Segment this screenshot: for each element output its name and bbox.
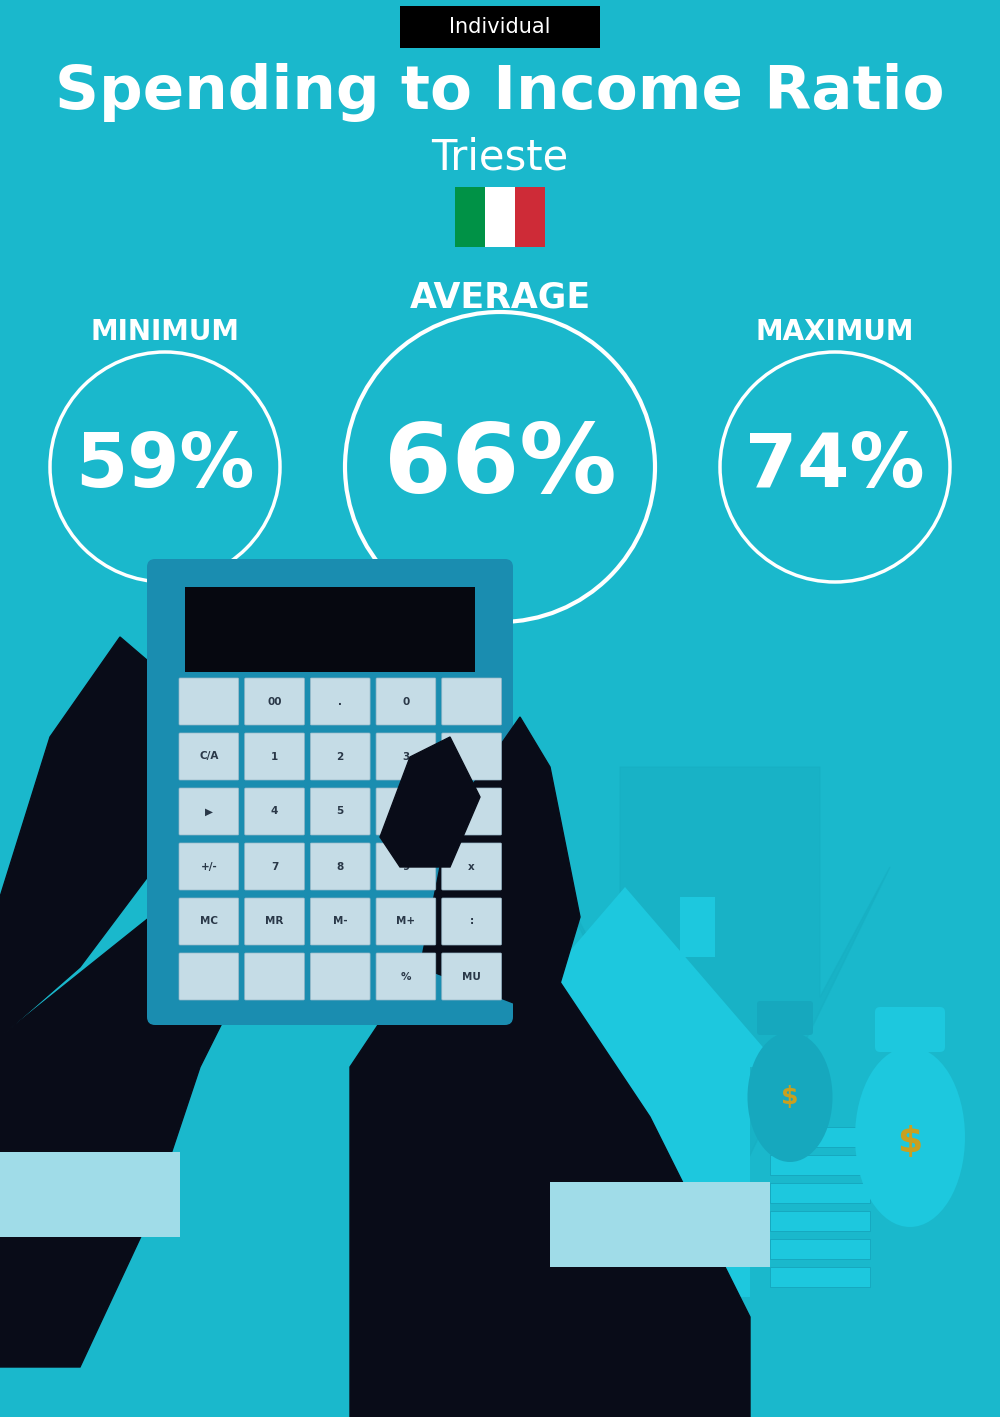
Ellipse shape bbox=[855, 1047, 965, 1227]
FancyBboxPatch shape bbox=[310, 733, 370, 779]
FancyBboxPatch shape bbox=[442, 788, 501, 835]
FancyBboxPatch shape bbox=[376, 898, 436, 945]
FancyBboxPatch shape bbox=[770, 1155, 870, 1175]
FancyBboxPatch shape bbox=[442, 733, 501, 779]
FancyBboxPatch shape bbox=[245, 677, 304, 726]
Text: 9: 9 bbox=[402, 862, 409, 871]
Text: 00: 00 bbox=[267, 697, 282, 707]
FancyBboxPatch shape bbox=[875, 1007, 945, 1051]
FancyBboxPatch shape bbox=[455, 187, 485, 247]
FancyBboxPatch shape bbox=[179, 954, 239, 1000]
FancyBboxPatch shape bbox=[185, 587, 475, 672]
Text: MR: MR bbox=[265, 917, 284, 927]
Text: 8: 8 bbox=[337, 862, 344, 871]
FancyBboxPatch shape bbox=[550, 1182, 770, 1267]
FancyBboxPatch shape bbox=[442, 898, 501, 945]
FancyBboxPatch shape bbox=[770, 1212, 870, 1231]
Text: 74%: 74% bbox=[745, 431, 925, 503]
FancyBboxPatch shape bbox=[245, 954, 304, 1000]
FancyBboxPatch shape bbox=[442, 677, 501, 726]
Text: M-: M- bbox=[333, 917, 348, 927]
FancyBboxPatch shape bbox=[575, 1197, 635, 1297]
FancyBboxPatch shape bbox=[147, 558, 513, 1024]
Text: C/A: C/A bbox=[199, 751, 219, 761]
FancyBboxPatch shape bbox=[376, 843, 436, 890]
Polygon shape bbox=[280, 737, 500, 1037]
FancyBboxPatch shape bbox=[179, 843, 239, 890]
Text: MINIMUM: MINIMUM bbox=[90, 317, 240, 346]
FancyBboxPatch shape bbox=[179, 733, 239, 779]
FancyBboxPatch shape bbox=[0, 1152, 180, 1237]
Text: 4: 4 bbox=[271, 806, 278, 816]
Text: 5: 5 bbox=[337, 806, 344, 816]
Polygon shape bbox=[500, 1067, 750, 1297]
Ellipse shape bbox=[748, 1032, 832, 1162]
Text: x: x bbox=[468, 862, 475, 871]
FancyBboxPatch shape bbox=[376, 733, 436, 779]
FancyBboxPatch shape bbox=[179, 898, 239, 945]
Text: $: $ bbox=[897, 1125, 923, 1159]
FancyBboxPatch shape bbox=[442, 954, 501, 1000]
Text: 7: 7 bbox=[271, 862, 278, 871]
FancyBboxPatch shape bbox=[376, 788, 436, 835]
Text: 3: 3 bbox=[402, 751, 410, 761]
FancyBboxPatch shape bbox=[680, 897, 715, 956]
Text: M+: M+ bbox=[396, 917, 415, 927]
FancyBboxPatch shape bbox=[757, 1000, 813, 1034]
Text: %: % bbox=[401, 972, 411, 982]
Polygon shape bbox=[470, 887, 780, 1067]
Text: :: : bbox=[470, 917, 474, 927]
Text: $: $ bbox=[781, 1085, 799, 1110]
FancyBboxPatch shape bbox=[245, 788, 304, 835]
FancyBboxPatch shape bbox=[376, 677, 436, 726]
FancyBboxPatch shape bbox=[245, 733, 304, 779]
Text: 66%: 66% bbox=[384, 421, 616, 513]
Text: AVERAGE: AVERAGE bbox=[409, 281, 591, 315]
FancyBboxPatch shape bbox=[485, 187, 515, 247]
Text: ▶: ▶ bbox=[205, 806, 213, 816]
Text: Individual: Individual bbox=[449, 17, 551, 37]
Polygon shape bbox=[350, 917, 750, 1417]
FancyBboxPatch shape bbox=[770, 1183, 870, 1203]
FancyBboxPatch shape bbox=[245, 843, 304, 890]
Polygon shape bbox=[550, 767, 890, 1217]
FancyBboxPatch shape bbox=[310, 677, 370, 726]
Text: 1: 1 bbox=[271, 751, 278, 761]
Text: 6: 6 bbox=[402, 806, 410, 816]
Text: +/-: +/- bbox=[200, 862, 217, 871]
Polygon shape bbox=[380, 737, 480, 867]
Text: 0: 0 bbox=[402, 697, 410, 707]
FancyBboxPatch shape bbox=[310, 843, 370, 890]
Text: MAXIMUM: MAXIMUM bbox=[756, 317, 914, 346]
FancyBboxPatch shape bbox=[770, 1127, 870, 1146]
Polygon shape bbox=[420, 717, 580, 1017]
FancyBboxPatch shape bbox=[179, 788, 239, 835]
Text: Spending to Income Ratio: Spending to Income Ratio bbox=[55, 62, 945, 122]
Text: MC: MC bbox=[200, 917, 218, 927]
FancyBboxPatch shape bbox=[310, 954, 370, 1000]
FancyBboxPatch shape bbox=[442, 843, 501, 890]
FancyBboxPatch shape bbox=[245, 898, 304, 945]
FancyBboxPatch shape bbox=[515, 187, 545, 247]
FancyBboxPatch shape bbox=[310, 898, 370, 945]
Text: MU: MU bbox=[462, 972, 481, 982]
FancyBboxPatch shape bbox=[770, 1238, 870, 1258]
FancyBboxPatch shape bbox=[770, 1267, 870, 1287]
Polygon shape bbox=[0, 638, 155, 1037]
FancyBboxPatch shape bbox=[376, 954, 436, 1000]
Text: .: . bbox=[338, 697, 342, 707]
Text: Trieste: Trieste bbox=[431, 136, 569, 179]
Text: 2: 2 bbox=[337, 751, 344, 761]
FancyBboxPatch shape bbox=[310, 788, 370, 835]
Text: 59%: 59% bbox=[75, 431, 255, 503]
Text: -: - bbox=[469, 806, 474, 816]
FancyBboxPatch shape bbox=[179, 677, 239, 726]
FancyBboxPatch shape bbox=[400, 6, 600, 48]
Polygon shape bbox=[0, 917, 250, 1367]
